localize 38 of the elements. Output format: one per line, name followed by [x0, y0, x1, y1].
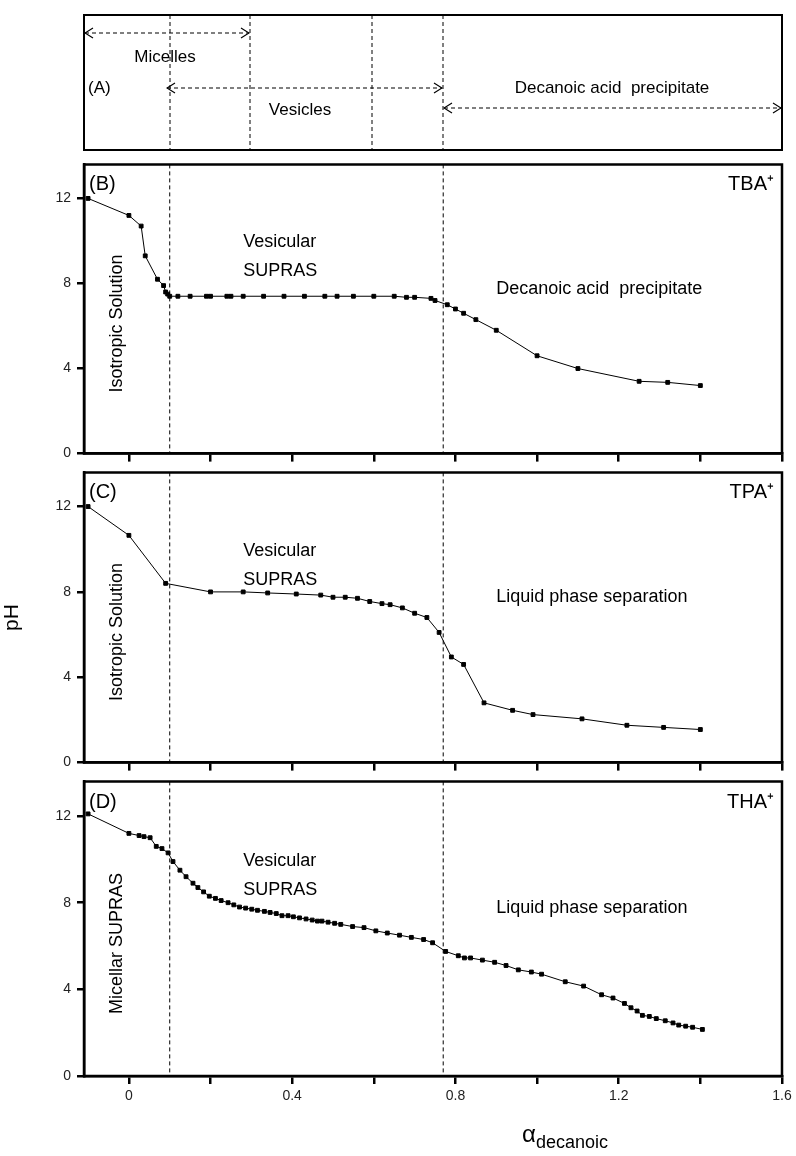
- y-tick-label: 0: [63, 1066, 72, 1083]
- y-tick-label: 4: [63, 359, 72, 376]
- text: Micelles: [134, 47, 196, 67]
- annotation: (D): [89, 789, 117, 812]
- annotation: Vesicular SUPRAS: [243, 231, 318, 281]
- annotation: Isotropic Solution: [105, 562, 126, 702]
- y-tick-label: 12: [55, 189, 72, 206]
- y-tick-label: 0: [63, 444, 72, 461]
- annotation: Vesicular SUPRAS: [243, 849, 318, 899]
- text: Vesicles: [268, 100, 332, 120]
- y-tick-label: 8: [63, 893, 72, 910]
- annotation: Vesicular SUPRAS: [243, 539, 318, 589]
- y-tick-label: 4: [63, 980, 72, 997]
- y-axis-title: pH: [0, 604, 23, 631]
- y-tick-label: 12: [55, 806, 72, 823]
- annotation: TBA⁺: [728, 172, 774, 195]
- y-tick-label: 4: [63, 668, 72, 685]
- x-tick-label: 1.2: [608, 1087, 629, 1104]
- annotation: Liquid phase separation: [496, 897, 688, 918]
- annotation: Decanoic acid precipitate: [496, 277, 703, 298]
- text: (A): [88, 78, 111, 98]
- annotation: (B): [89, 172, 116, 195]
- annotation: Micellar SUPRAS: [105, 872, 126, 1014]
- x-tick-label: 0.4: [282, 1087, 303, 1104]
- y-tick-label: 12: [55, 497, 72, 514]
- x-tick-label: 1.6: [772, 1087, 792, 1104]
- y-tick-label: 8: [63, 274, 72, 291]
- y-tick-label: 8: [63, 582, 72, 599]
- x-tick-label: 0.8: [445, 1087, 466, 1104]
- x-axis-title: α$_{decanoic}$: [521, 1120, 609, 1153]
- y-tick-label: 0: [63, 753, 72, 770]
- x-tick-label: 0: [125, 1087, 133, 1104]
- annotation: (C): [89, 480, 117, 503]
- annotation: Isotropic Solution: [105, 254, 126, 393]
- annotation: Liquid phase separation: [496, 586, 688, 607]
- annotation: TPA⁺: [729, 480, 774, 503]
- annotation: THA⁺: [727, 789, 774, 812]
- text: Decanoic acid precipitate: [514, 78, 710, 98]
